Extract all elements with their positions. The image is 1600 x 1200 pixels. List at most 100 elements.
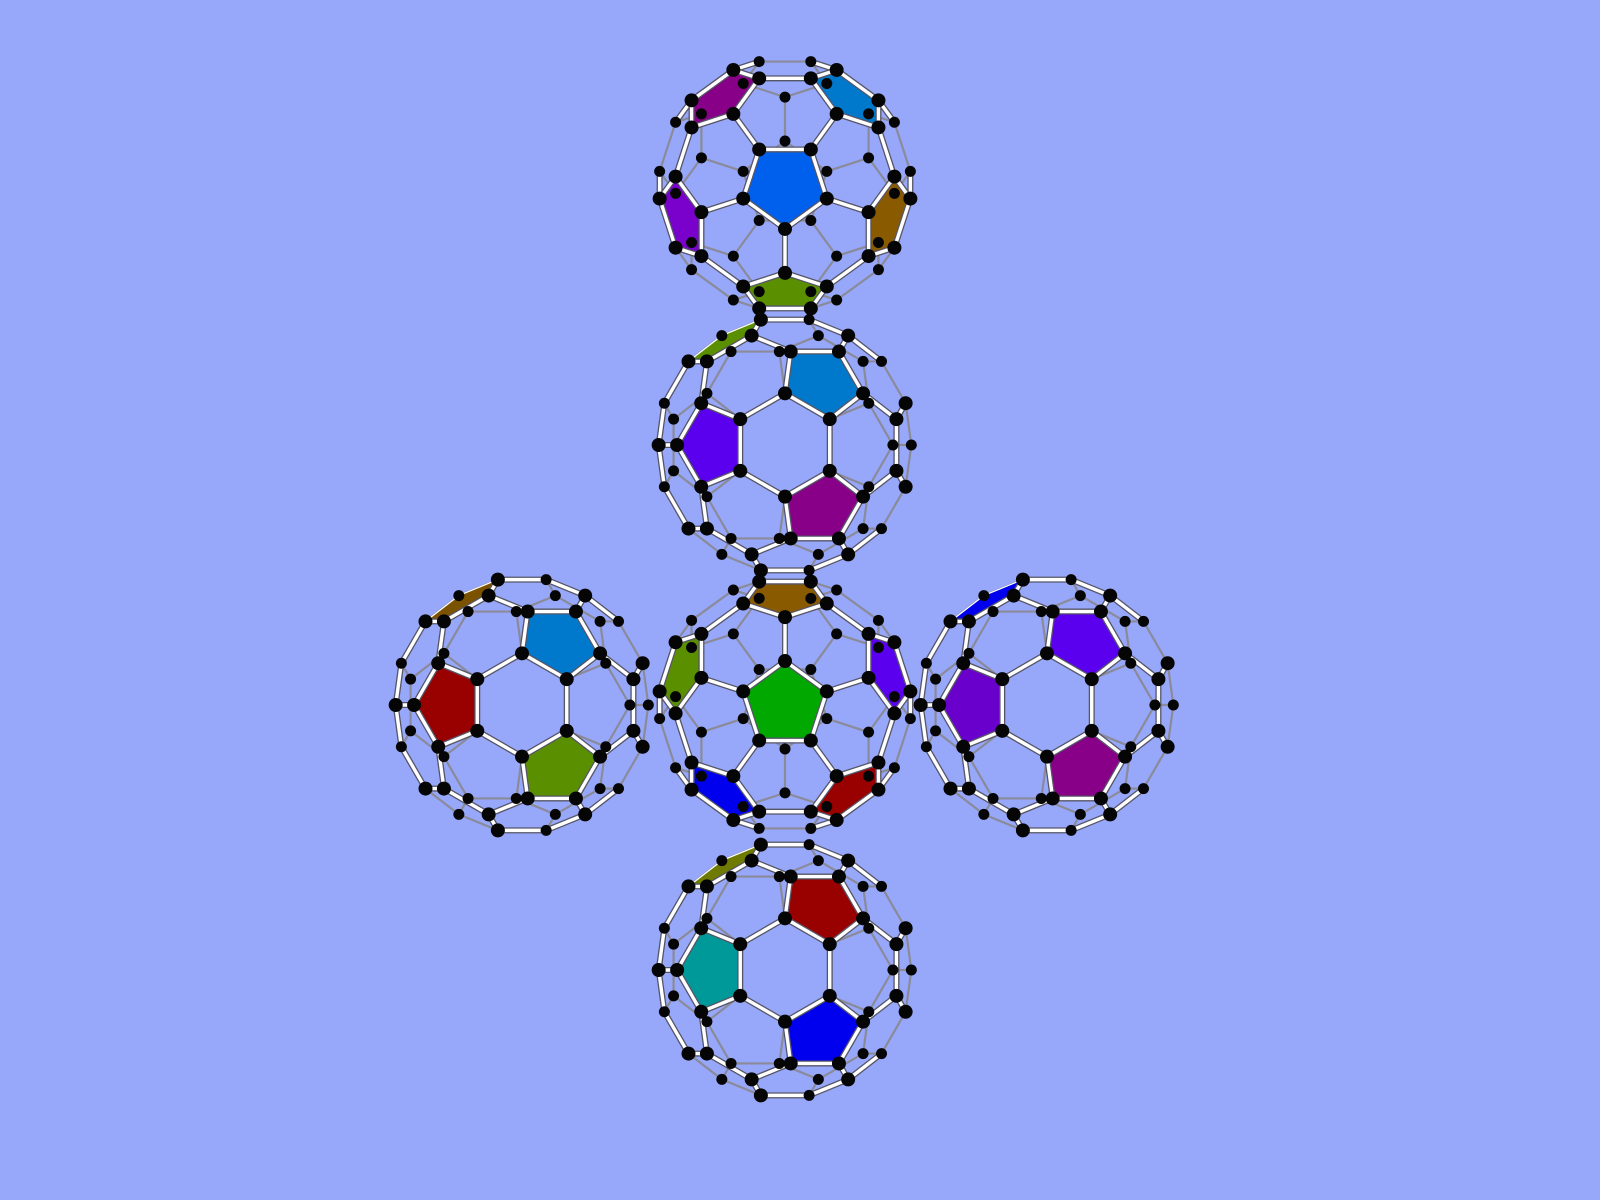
carbon-atom xyxy=(819,596,834,611)
bond xyxy=(783,659,829,694)
bond xyxy=(574,609,602,656)
carbon-atom xyxy=(812,855,824,867)
bond xyxy=(662,884,691,930)
bond xyxy=(741,147,761,201)
carbon-atom xyxy=(699,1046,714,1061)
carbon-atom xyxy=(725,346,737,358)
bond-back xyxy=(867,927,894,972)
carbon-atom xyxy=(405,725,417,737)
carbon-atom xyxy=(701,491,713,503)
carbon-atom xyxy=(726,106,741,121)
carbon-atom xyxy=(783,344,798,359)
carbon-atom xyxy=(752,71,767,86)
carbon-atom xyxy=(725,871,737,883)
carbon-atom xyxy=(863,152,875,164)
carbon-atom xyxy=(1015,572,1030,587)
carbon-atom xyxy=(726,769,741,784)
bond xyxy=(846,1051,884,1082)
carbon-atom xyxy=(438,751,450,763)
carbon-atom xyxy=(593,749,608,764)
bond-back xyxy=(641,662,650,707)
carbon-atom xyxy=(805,663,817,675)
bond-back xyxy=(835,268,880,302)
bond-back xyxy=(904,402,913,447)
bond xyxy=(565,729,602,759)
bond xyxy=(1069,812,1112,833)
carbon-atom xyxy=(783,869,798,884)
bond xyxy=(918,703,929,749)
carbon-atom xyxy=(670,691,682,703)
bond xyxy=(544,577,587,598)
carbon-atom xyxy=(773,1057,785,1069)
carbon-atom xyxy=(898,921,913,936)
carbon-atom xyxy=(778,654,792,669)
carbon-atom xyxy=(699,521,714,536)
bond-back xyxy=(705,1020,733,1065)
carbon-atom xyxy=(540,574,552,586)
carbon-atom xyxy=(684,755,699,770)
carbon-atom xyxy=(887,439,899,451)
carbon-atom xyxy=(920,657,932,669)
carbon-atom xyxy=(987,606,999,618)
bond xyxy=(699,1010,709,1056)
carbon-atom xyxy=(778,265,792,280)
carbon-atom xyxy=(1065,574,1077,586)
carbon-atom xyxy=(470,723,485,738)
carbon-atom xyxy=(540,824,552,836)
bond xyxy=(699,994,742,1014)
bond xyxy=(961,619,971,665)
buckyball-view-top xyxy=(652,56,918,316)
carbon-atom xyxy=(871,93,886,108)
bond-back xyxy=(1166,703,1175,748)
bond-back xyxy=(732,632,761,671)
bond xyxy=(436,661,479,681)
carbon-atom xyxy=(438,647,450,659)
carbon-atom xyxy=(686,641,698,653)
carbon-atom xyxy=(829,106,844,121)
carbon-atom xyxy=(876,523,888,535)
carbon-atom xyxy=(737,800,749,812)
carbon-atom xyxy=(753,215,765,227)
carbon-atom xyxy=(871,782,886,797)
bond xyxy=(861,916,899,946)
carbon-atom xyxy=(863,770,875,782)
carbon-atom xyxy=(418,614,433,629)
carbon-atom xyxy=(651,963,666,977)
bond xyxy=(656,926,667,972)
carbon-atom xyxy=(701,912,713,924)
carbon-atom xyxy=(930,725,942,737)
carbon-atom xyxy=(995,723,1010,738)
carbon-atom xyxy=(752,804,767,819)
carbon-atom xyxy=(863,481,875,493)
carbon-atom xyxy=(568,791,583,806)
carbon-atom xyxy=(831,250,843,262)
bond xyxy=(393,703,404,749)
bond xyxy=(399,745,428,791)
bond xyxy=(673,676,704,716)
carbon-atom xyxy=(431,656,446,671)
carbon-atom xyxy=(515,646,529,661)
bond xyxy=(749,858,793,879)
carbon-atom xyxy=(701,387,713,399)
bond xyxy=(846,858,884,889)
carbon-atom xyxy=(913,698,928,712)
bond xyxy=(937,661,965,707)
bond xyxy=(520,754,530,801)
carbon-atom xyxy=(753,563,768,578)
buckyball-view-upper xyxy=(651,312,917,578)
carbon-atom xyxy=(694,1004,709,1019)
bond xyxy=(1123,729,1161,759)
carbon-atom xyxy=(716,1073,728,1085)
carbon-atom xyxy=(819,684,834,699)
carbon-atom xyxy=(831,869,846,884)
bond xyxy=(738,916,787,946)
bond xyxy=(699,196,745,214)
bond-back xyxy=(867,968,894,1013)
bond-back xyxy=(720,1078,762,1097)
carbon-atom xyxy=(963,751,975,763)
carbon-atom xyxy=(510,606,522,618)
carbon-atom xyxy=(694,670,709,685)
carbon-atom xyxy=(594,783,606,795)
carbon-atom xyxy=(888,762,900,774)
carbon-atom xyxy=(670,438,685,452)
